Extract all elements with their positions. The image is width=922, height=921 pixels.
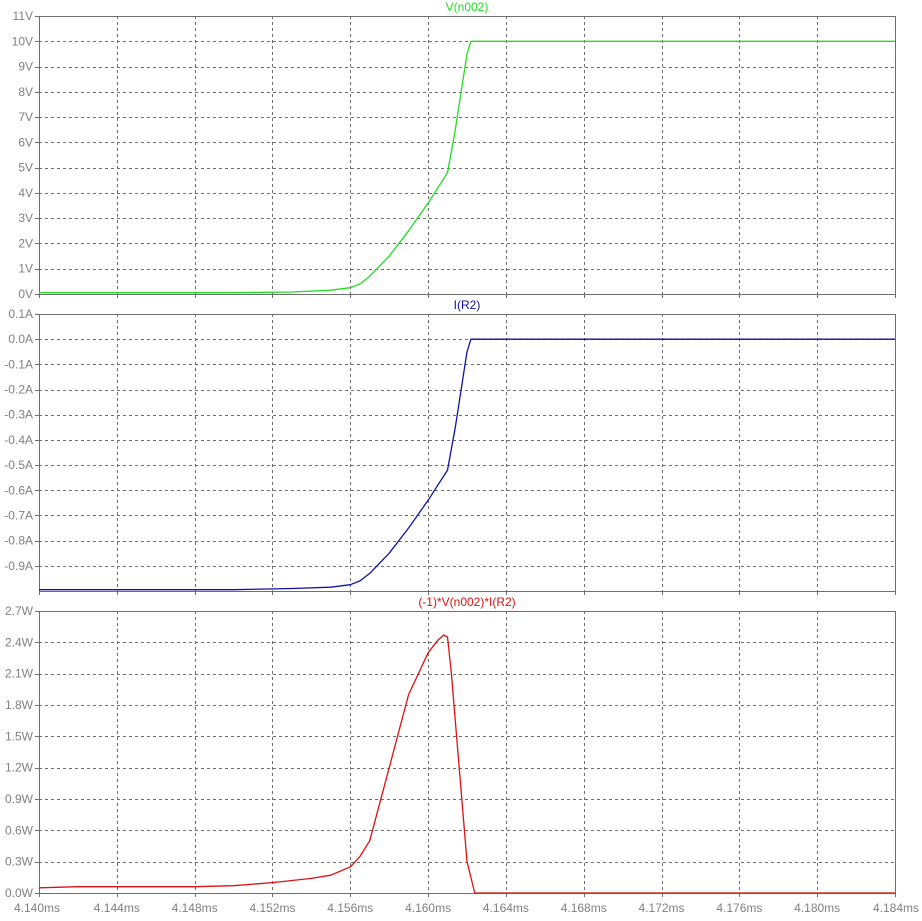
y-tick-label: 0.9W xyxy=(5,792,34,806)
y-tick-label: 10V xyxy=(12,34,33,48)
y-tick-label: 7V xyxy=(18,110,33,124)
current-pane-title: I(R2) xyxy=(454,298,481,312)
y-tick-label: 0.0W xyxy=(5,886,34,900)
y-tick-label: -0.4A xyxy=(4,433,33,447)
y-tick-label: 4V xyxy=(18,186,33,200)
y-tick-label: 1.8W xyxy=(5,698,34,712)
y-tick-label: 2V xyxy=(18,236,33,250)
x-tick-label: 4.152ms xyxy=(249,901,295,915)
power-pane-title: (-1)*V(n002)*I(R2) xyxy=(418,595,515,609)
y-tick-label: 1V xyxy=(18,262,33,276)
power-pane: 2.7W 2.4W 2.1W 1.8W 1.5W 1.2W 0.9W 0.6W 0.3W 0.0W… xyxy=(5,595,896,900)
y-tick-label: -0.1A xyxy=(4,357,33,371)
y-tick-label: 2.7W xyxy=(5,604,34,618)
power-plot-frame xyxy=(39,611,896,894)
x-tick-label: 4.184ms xyxy=(873,901,919,915)
y-tick-label: 2.4W xyxy=(5,635,34,649)
voltage-pane-title: V(n002) xyxy=(446,0,489,14)
x-tick-label: 4.164ms xyxy=(483,901,529,915)
y-tick-label: -0.3A xyxy=(4,408,33,422)
y-tick-label: 5V xyxy=(18,161,33,175)
x-tick-label: 4.176ms xyxy=(716,901,762,915)
current-trace xyxy=(39,338,895,591)
x-tick-label: 4.140ms xyxy=(14,901,60,915)
x-tick-label: 4.144ms xyxy=(94,901,140,915)
y-tick-label: 8V xyxy=(18,85,33,99)
y-tick-label: -0.9A xyxy=(4,559,33,573)
x-tick-label: 4.156ms xyxy=(327,901,373,915)
y-tick-label: 0.6W xyxy=(5,823,34,837)
time-axis: 4.140ms 4.144ms 4.148ms 4.152ms 4.156ms 4.160… xyxy=(14,901,919,915)
y-tick-label: 2.1W xyxy=(5,667,34,681)
voltage-trace xyxy=(39,40,895,294)
power-trace xyxy=(38,634,895,894)
x-tick-label: 4.148ms xyxy=(172,901,218,915)
y-tick-label: 0.3W xyxy=(5,855,34,869)
y-tick-label: 6V xyxy=(18,135,33,149)
x-tick-label: 4.172ms xyxy=(639,901,685,915)
y-tick-label: 11V xyxy=(13,9,33,23)
x-tick-label: 4.160ms xyxy=(405,901,451,915)
y-tick-label: 1.5W xyxy=(5,729,34,743)
voltage-plot-frame xyxy=(39,16,896,295)
y-tick-label: -0.2A xyxy=(4,383,33,397)
y-tick-label: -0.7A xyxy=(4,508,33,522)
current-plot-frame xyxy=(39,314,896,592)
y-tick-label: 0.0A xyxy=(8,332,33,346)
y-tick-label: -0.8A xyxy=(4,534,33,548)
y-tick-label: -0.5A xyxy=(4,458,33,472)
y-tick-label: 0.1A xyxy=(8,307,33,321)
y-tick-label: 1.2W xyxy=(5,761,34,775)
x-tick-label: 4.168ms xyxy=(561,901,607,915)
y-tick-label: -0.6A xyxy=(4,483,33,497)
y-tick-label: 0V xyxy=(18,287,33,301)
y-tick-label: 3V xyxy=(18,211,33,225)
x-tick-label: 4.180ms xyxy=(794,901,840,915)
y-tick-label: 9V xyxy=(18,60,33,74)
voltage-pane: 11V 10V 9V 8V 7V 6V 5V 4V 3V 2V 1V 0V V(n002) xyxy=(12,0,896,301)
current-pane: 0.1A 0.0A -0.1A -0.2A -0.3A -0.4A -0.5A -0.6A -0… xyxy=(4,298,896,595)
